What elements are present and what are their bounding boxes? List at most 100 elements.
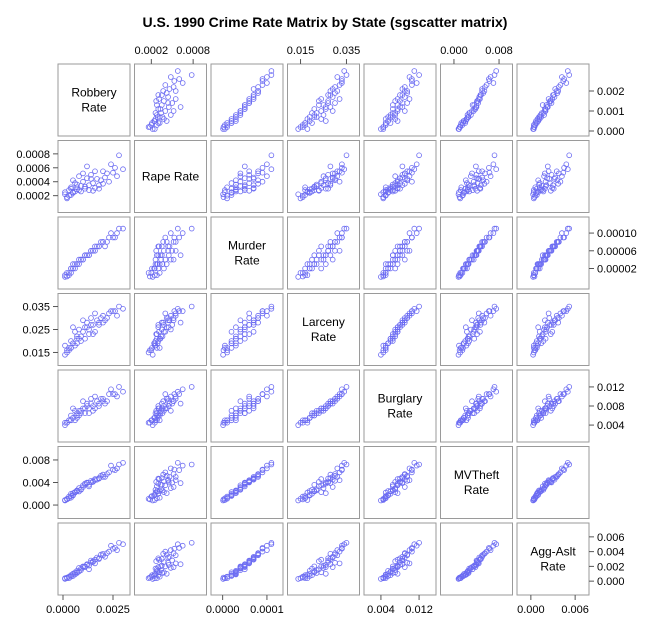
scatter-point bbox=[92, 310, 98, 317]
scatter-point bbox=[471, 326, 478, 333]
scatter-point bbox=[334, 74, 341, 80]
scatter-point bbox=[549, 96, 556, 102]
scatter-point bbox=[493, 166, 500, 173]
scatter-point bbox=[563, 462, 570, 469]
scatter-point bbox=[154, 261, 161, 267]
scatter-point bbox=[68, 493, 74, 499]
cell-r4-c5 bbox=[440, 369, 513, 443]
scatter-point bbox=[246, 96, 253, 102]
scatter-point bbox=[259, 78, 266, 84]
scatter-point bbox=[233, 412, 239, 419]
variable-label: Rate bbox=[81, 101, 107, 115]
scatter-point bbox=[259, 548, 266, 555]
scatter-point bbox=[166, 86, 173, 92]
scatter-point bbox=[92, 168, 98, 175]
scatter-point bbox=[110, 545, 116, 552]
scatter-point bbox=[382, 345, 389, 351]
scatter-point bbox=[242, 326, 248, 333]
scatter-point bbox=[477, 243, 483, 250]
scatter-point bbox=[110, 169, 116, 176]
scatter-point bbox=[456, 342, 462, 349]
scatter-point bbox=[329, 94, 336, 100]
scatter-point bbox=[268, 539, 275, 546]
scatter-point bbox=[224, 349, 230, 356]
scatter-point bbox=[490, 542, 497, 549]
scatter-point bbox=[409, 545, 415, 552]
scatter-point bbox=[409, 82, 415, 88]
scatter-point bbox=[555, 319, 561, 326]
scatter-point bbox=[106, 469, 112, 476]
scatter-point bbox=[394, 570, 401, 577]
scatter-point bbox=[246, 310, 253, 317]
scatter-point bbox=[566, 461, 572, 468]
scatter-point bbox=[295, 274, 302, 280]
scatter-point bbox=[533, 192, 540, 198]
scatter-point bbox=[175, 225, 181, 232]
scatter-point bbox=[477, 328, 483, 335]
scatter-point bbox=[224, 347, 230, 354]
scatter-point bbox=[68, 270, 74, 276]
cell-r3-c6 bbox=[516, 293, 590, 366]
scatter-point bbox=[464, 187, 471, 193]
cell-r6-c1 bbox=[134, 522, 207, 596]
y-tick-label: 0.006 bbox=[597, 532, 625, 544]
scatter-point bbox=[404, 551, 411, 558]
scatter-point bbox=[86, 405, 92, 412]
scatter-point bbox=[469, 317, 475, 324]
scatter-point bbox=[481, 319, 488, 326]
scatter-point bbox=[536, 489, 543, 495]
scatter-point bbox=[188, 461, 195, 468]
scatter-point bbox=[168, 465, 174, 472]
y-tick-label: 0.000 bbox=[22, 500, 50, 512]
scatter-point bbox=[385, 186, 391, 193]
scatter-point bbox=[255, 84, 261, 90]
scatter-point bbox=[394, 102, 401, 108]
scatter-point bbox=[401, 94, 408, 100]
cell-r1-c1: Rape Rate bbox=[134, 140, 207, 213]
scatter-point bbox=[224, 195, 230, 202]
scatter-point bbox=[465, 415, 471, 421]
cell-r4-c1 bbox=[134, 369, 207, 443]
scatter-point bbox=[100, 168, 106, 175]
scatter-point bbox=[560, 78, 567, 84]
cell-r4-c3 bbox=[287, 369, 360, 443]
variable-label: Rate bbox=[311, 330, 337, 344]
scatter-point bbox=[555, 471, 561, 478]
variable-label: Burglary bbox=[378, 392, 423, 406]
scatter-point bbox=[475, 315, 482, 321]
scatter-point bbox=[224, 120, 230, 126]
scatter-point bbox=[542, 398, 548, 405]
scatter-point bbox=[114, 173, 120, 180]
scatter-point bbox=[413, 80, 420, 86]
scatter-point bbox=[475, 176, 482, 182]
cell-frame bbox=[287, 446, 360, 519]
scatter-point bbox=[458, 184, 465, 191]
scatter-point bbox=[246, 395, 253, 402]
y-tick-label: 0.008 bbox=[597, 401, 625, 413]
cell-frame bbox=[287, 216, 360, 290]
scatter-point bbox=[177, 104, 184, 110]
y-tick-label: 0.0004 bbox=[16, 177, 50, 189]
scatter-point bbox=[96, 475, 102, 482]
scatter-point bbox=[88, 248, 94, 254]
scatter-point bbox=[100, 395, 106, 402]
scatter-point bbox=[110, 234, 116, 241]
scatter-point bbox=[411, 225, 418, 232]
scatter-point bbox=[170, 564, 177, 570]
scatter-point bbox=[70, 261, 76, 267]
scatter-point bbox=[96, 185, 102, 192]
scatter-point bbox=[481, 88, 488, 94]
scatter-point bbox=[404, 100, 411, 106]
scatter-point bbox=[487, 173, 494, 180]
scatter-point bbox=[170, 317, 177, 324]
scatter-point bbox=[481, 398, 488, 405]
scatter-point bbox=[84, 175, 90, 182]
scatter-point bbox=[334, 230, 341, 236]
cell-frame bbox=[134, 293, 207, 366]
scatter-point bbox=[250, 92, 257, 98]
scatter-point bbox=[68, 184, 74, 191]
cell-frame bbox=[210, 140, 284, 213]
scatter-point bbox=[555, 239, 561, 245]
scatter-point bbox=[322, 261, 329, 267]
